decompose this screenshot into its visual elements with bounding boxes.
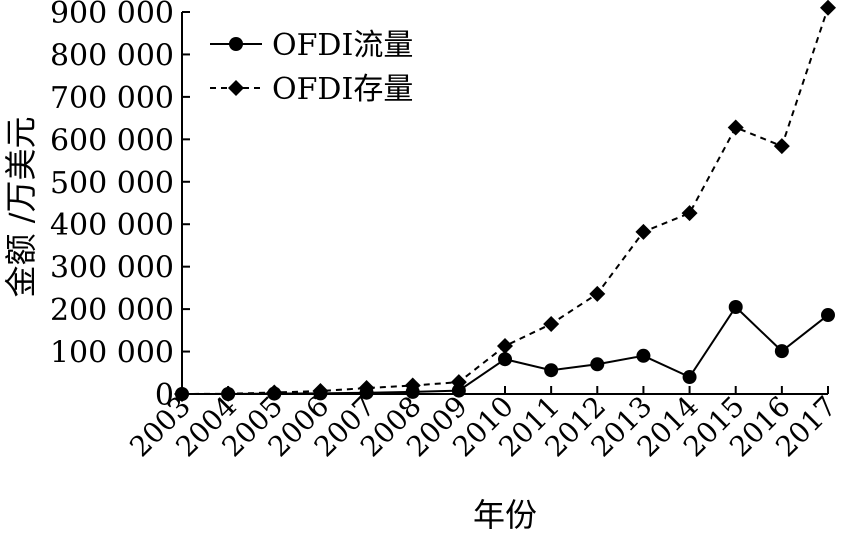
series-2-point bbox=[358, 380, 375, 397]
y-tick-label: 700 000 bbox=[50, 81, 174, 116]
series-1-point bbox=[728, 299, 743, 314]
y-tick-label: 400 000 bbox=[50, 208, 174, 243]
x-axis-title: 年份 bbox=[473, 496, 537, 534]
series-2 bbox=[174, 0, 836, 402]
series-2-point bbox=[220, 385, 237, 402]
legend-label: OFDI流量 bbox=[272, 28, 413, 63]
y-tick-label: 600 000 bbox=[50, 123, 174, 158]
series-2-point bbox=[174, 386, 190, 402]
series-2-point bbox=[589, 285, 606, 302]
legend-label: OFDI存量 bbox=[272, 72, 413, 107]
series-2-point bbox=[773, 138, 790, 155]
series-1-point bbox=[682, 370, 697, 385]
series-2-point bbox=[266, 384, 283, 401]
legend: OFDI流量 OFDI存量 bbox=[210, 28, 413, 107]
series-1-point bbox=[451, 383, 466, 398]
series-1-point bbox=[590, 357, 605, 372]
series-1-point bbox=[498, 352, 512, 367]
y-tick-label: 500 000 bbox=[50, 166, 174, 201]
series-2-point bbox=[727, 119, 744, 136]
y-tick-label: 800 000 bbox=[50, 38, 174, 73]
y-tick-label: 100 000 bbox=[50, 336, 174, 371]
y-axis: 0 100 000 200 000 300 000 400 000 500 000 600 … bbox=[50, 0, 190, 413]
series-2-point bbox=[681, 205, 698, 222]
y-tick-label: 300 000 bbox=[50, 251, 174, 286]
series-layer bbox=[174, 0, 836, 402]
legend-item-1: OFDI流量 bbox=[210, 28, 413, 63]
series-1-point bbox=[636, 348, 651, 363]
series-2-point bbox=[312, 383, 329, 400]
series-2-point bbox=[450, 374, 467, 391]
legend-swatch-marker bbox=[228, 80, 244, 96]
series-2-point bbox=[635, 223, 652, 240]
series-2-point bbox=[497, 338, 513, 355]
series-1-point bbox=[544, 363, 559, 378]
y-tick-label: 200 000 bbox=[50, 293, 174, 328]
y-tick-label: 0 bbox=[155, 378, 174, 413]
series-2-point bbox=[543, 315, 560, 332]
series-1-point bbox=[821, 308, 835, 323]
series-2-point bbox=[404, 377, 421, 394]
legend-swatch-marker bbox=[229, 37, 243, 51]
y-tick-label: 900 000 bbox=[50, 0, 174, 31]
series-2-line bbox=[181, 7, 829, 395]
legend-item-2: OFDI存量 bbox=[210, 72, 413, 107]
series-2-point bbox=[820, 0, 836, 16]
series-1-point bbox=[774, 344, 789, 359]
y-axis-title: 金额 /万美元 bbox=[2, 117, 40, 298]
